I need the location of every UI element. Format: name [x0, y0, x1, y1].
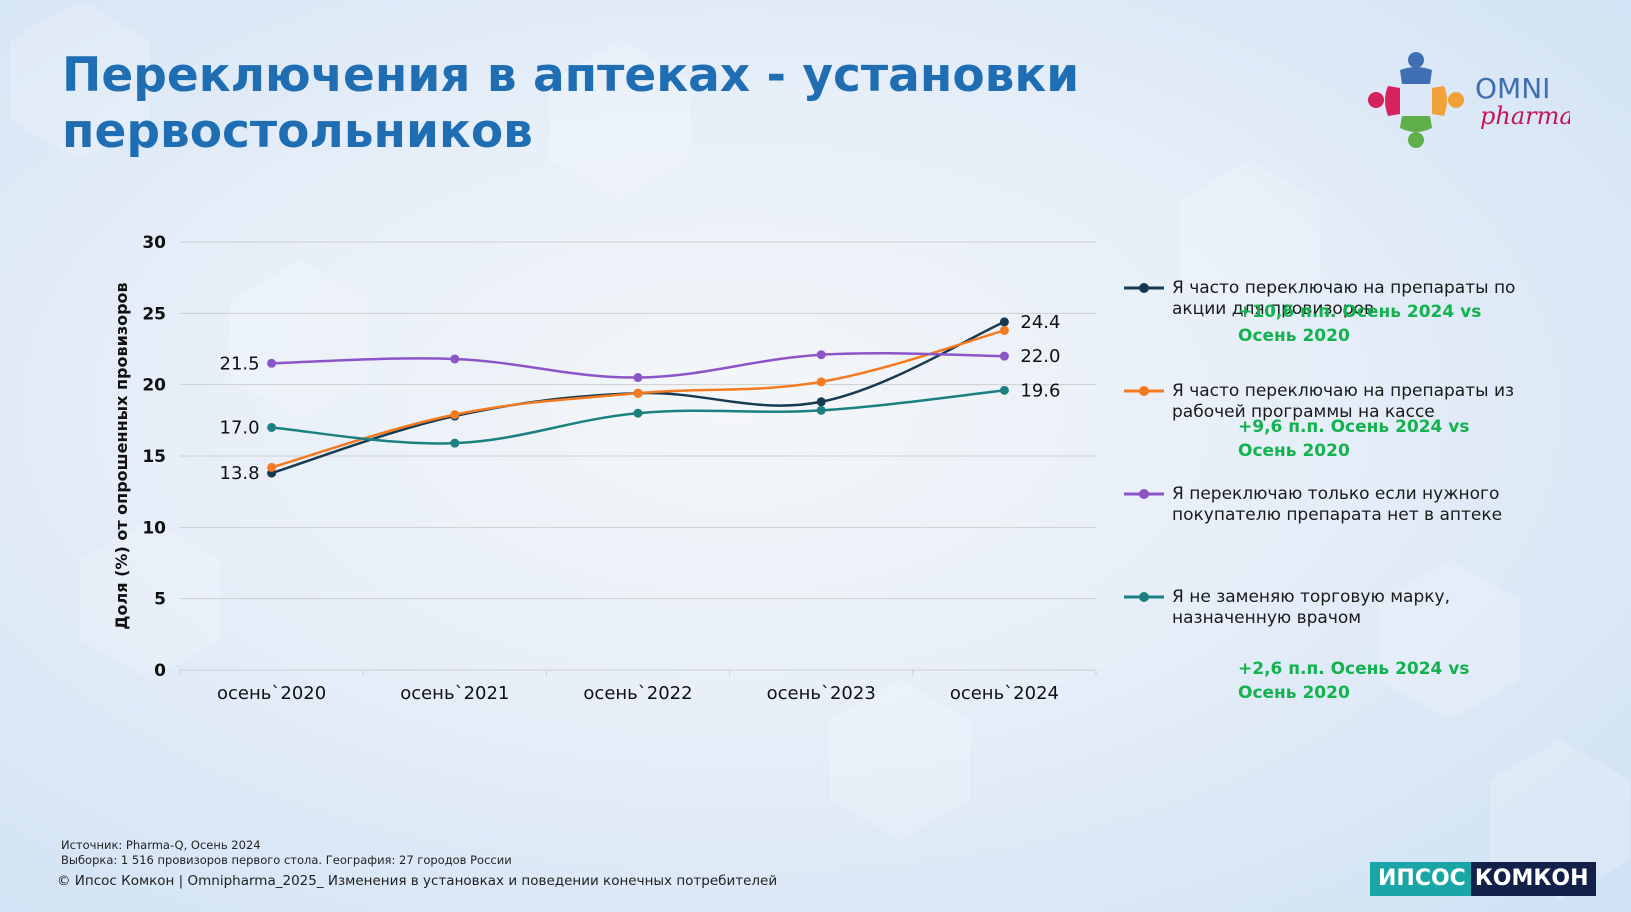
series-4-point-1 — [450, 438, 460, 448]
series-4-point-2 — [633, 408, 643, 418]
y-tick-label-0: 0 — [154, 661, 166, 681]
legend-label-series-4: Я не заменяю торговую марку, назначенную… — [1172, 587, 1450, 628]
legend-marker-series-2 — [1124, 386, 1164, 396]
data-label-right-2: 19.6 — [1020, 380, 1060, 401]
x-tick-label-1: осень`2021 — [400, 683, 509, 704]
series-3-point-2 — [633, 373, 643, 383]
footer-copyright: © Ипсос Комкон | Omnipharma_2025_ Измене… — [57, 873, 778, 889]
y-tick-label-10: 10 — [142, 518, 166, 538]
series-line-2 — [271, 329, 1005, 469]
data-label-right-1: 22.0 — [1020, 346, 1060, 367]
legend-item-series-4: Я не заменяю торговую марку, назначенную… — [1124, 587, 1542, 629]
series-3-point-0 — [267, 358, 277, 368]
series-4-point-4 — [999, 385, 1009, 395]
series-2-point-3 — [816, 377, 826, 387]
delta-annotation-series-1: +10,6 п.п. Осень 2024 vs Осень 2020 — [1238, 302, 1482, 346]
legend-label-series-2: Я часто переключаю на препараты из рабоч… — [1172, 381, 1515, 422]
x-tick-label-2: осень`2022 — [583, 683, 692, 704]
sample-line: Выборка: 1 516 провизоров первого стола.… — [61, 853, 512, 867]
series-3-point-4 — [999, 351, 1009, 361]
data-label-left-1: 17.0 — [220, 417, 260, 438]
data-label-left-2: 13.8 — [220, 463, 260, 484]
series-2-point-1 — [450, 410, 460, 420]
data-label-right-0: 24.4 — [1020, 312, 1060, 333]
y-tick-label-25: 25 — [142, 304, 166, 324]
legend-label-series-3: Я переключаю только если нужного покупат… — [1172, 484, 1503, 525]
legend-item-series-3: Я переключаю только если нужного покупат… — [1124, 484, 1542, 526]
legend-label-series-1: Я часто переключаю на препараты по акции… — [1172, 278, 1516, 319]
legend-marker-series-3 — [1124, 489, 1164, 499]
legend-item-series-2: Я часто переключаю на препараты из рабоч… — [1124, 381, 1542, 423]
series-4-point-0 — [267, 422, 277, 432]
y-axis-title: Доля (%) от опрошенных провизоров — [112, 282, 131, 629]
data-label-left-0: 21.5 — [220, 353, 260, 374]
series-2-point-4 — [999, 325, 1009, 335]
legend-item-series-1: Я часто переключаю на препараты по акции… — [1124, 278, 1542, 320]
series-1-point-3 — [816, 397, 826, 407]
x-tick-label-3: осень`2023 — [767, 683, 876, 704]
series-1-point-4 — [999, 317, 1009, 327]
series-2-point-2 — [633, 388, 643, 398]
footer-source: Источник: Pharma-Q, Осень 2024 Выборка: … — [61, 838, 512, 868]
logo-text-pharma: pharma — [1480, 102, 1570, 130]
ipsos-komkon-logo: ИПСОС КОМКОН — [1370, 862, 1596, 896]
y-tick-label-5: 5 — [154, 590, 166, 610]
brand-part-komkon: КОМКОН — [1470, 862, 1596, 896]
legend-marker-series-1 — [1124, 283, 1164, 293]
delta-annotation-series-4: +2,6 п.п. Осень 2024 vs Осень 2020 — [1238, 659, 1470, 703]
y-tick-label-30: 30 — [142, 233, 166, 253]
source-line: Источник: Pharma-Q, Осень 2024 — [61, 838, 261, 852]
delta-annotation-series-2: +9,6 п.п. Осень 2024 vs Осень 2020 — [1238, 417, 1470, 461]
legend-marker-series-4 — [1124, 592, 1164, 602]
series-4-point-3 — [816, 405, 826, 415]
page-title: Переключения в аптеках - установки перво… — [62, 48, 1080, 159]
people-circle-logo-icon: OMNI pharma — [1368, 52, 1574, 148]
line-chart: 0 5 10 15 20 25 30 осень`2020 осень`2021 осень`20… — [112, 233, 1097, 704]
y-tick-label-20: 20 — [142, 376, 166, 396]
series-3-point-3 — [816, 350, 826, 360]
series-3-point-1 — [450, 354, 460, 364]
brand-part-ipsos: ИПСОС — [1370, 862, 1471, 896]
x-tick-label-0: осень`2020 — [217, 683, 326, 704]
logo-text-omni: OMNI — [1475, 72, 1550, 105]
x-tick-label-4: осень`2024 — [950, 683, 1059, 704]
y-tick-label-15: 15 — [142, 447, 166, 467]
omnipharma-logo: OMNI pharma — [1360, 48, 1574, 158]
chart-legend: Я часто переключаю на препараты по акции… — [1124, 270, 1604, 710]
series-2-point-0 — [267, 462, 277, 472]
